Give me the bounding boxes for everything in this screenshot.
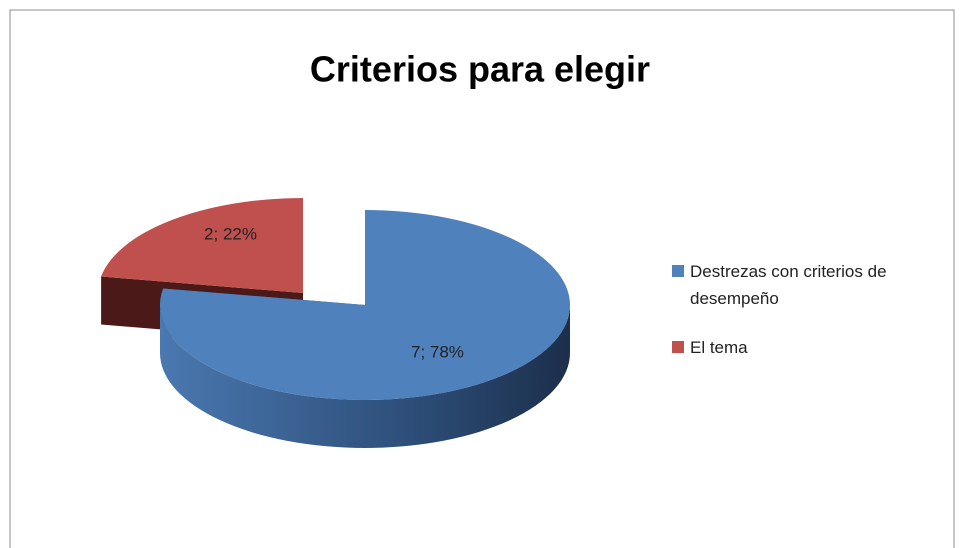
slice-wall — [160, 305, 570, 448]
legend-label: El tema — [690, 338, 748, 357]
data-label: 2; 22% — [204, 224, 257, 243]
legend-label: Destrezas con criterios de desempeño — [690, 262, 887, 308]
data-label: 7; 78% — [411, 343, 464, 362]
legend-swatch — [672, 341, 684, 353]
pie-slice — [101, 198, 303, 293]
chart-title: Criterios para elegir — [310, 49, 650, 90]
legend-swatch — [672, 265, 684, 277]
pie-slice — [159, 210, 571, 401]
